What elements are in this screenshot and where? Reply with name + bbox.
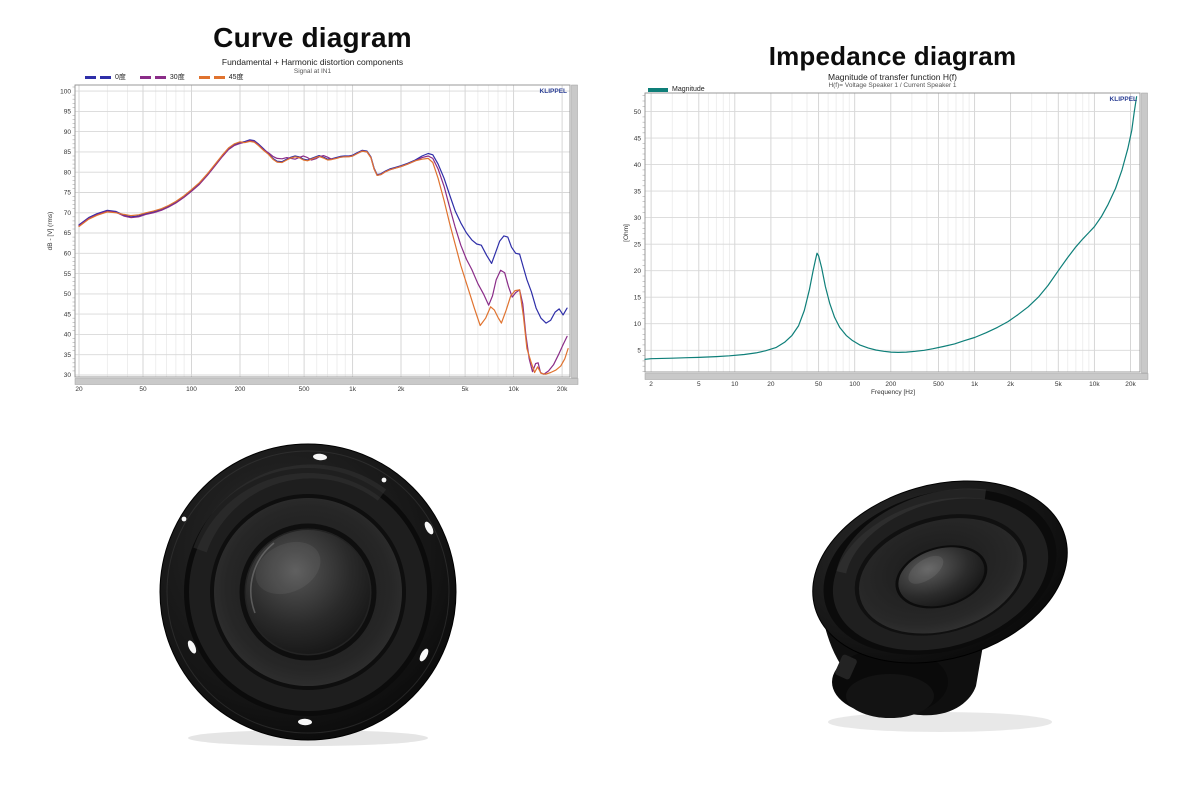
legend-label-30deg: 30度 — [169, 74, 185, 81]
svg-text:80: 80 — [64, 169, 72, 176]
svg-text:500: 500 — [299, 386, 310, 393]
curve-diagram-chart: Fundamental + Harmonic distortion compon… — [40, 55, 585, 407]
photo-shadow — [828, 712, 1052, 732]
svg-text:50: 50 — [139, 386, 147, 393]
legend-label-magnitude: Magnitude — [672, 86, 705, 93]
impedance-chart-formula: H(f)= Voltage Speaker 1 / Current Speake… — [828, 82, 957, 89]
dust-cap — [246, 530, 370, 654]
svg-text:10: 10 — [731, 381, 739, 388]
svg-text:200: 200 — [235, 386, 246, 393]
legend-label-0deg: 0度 — [115, 74, 126, 81]
svg-text:50: 50 — [815, 381, 823, 388]
svg-text:35: 35 — [634, 188, 642, 195]
svg-text:30: 30 — [64, 372, 72, 379]
dashed-line-icon-blue — [85, 75, 111, 79]
curve-diagram-title: Curve diagram — [213, 22, 412, 53]
svg-text:20k: 20k — [557, 386, 568, 393]
screw-holes — [181, 453, 434, 726]
svg-text:30: 30 — [634, 215, 642, 222]
svg-text:10k: 10k — [508, 386, 519, 393]
impedance-chart: Magnitude of transfer function H(f) H(f)… — [620, 55, 1165, 407]
curve-chart-subtitle: Fundamental + Harmonic distortion compon… — [221, 57, 404, 67]
svg-text:40: 40 — [634, 162, 642, 169]
impedance-chart-subtitle: Magnitude of transfer function H(f) — [828, 72, 957, 82]
svg-text:5k: 5k — [462, 386, 470, 393]
legend-item-45deg: 45度 — [198, 72, 244, 82]
svg-text:15: 15 — [634, 294, 642, 301]
svg-text:25: 25 — [634, 241, 642, 248]
svg-text:KLIPPEL: KLIPPEL — [1110, 96, 1137, 103]
svg-text:100: 100 — [849, 381, 860, 388]
svg-text:100: 100 — [186, 386, 197, 393]
legend-label-45deg: 45度 — [228, 74, 244, 81]
legend-item-30deg: 30度 — [139, 72, 185, 82]
legend-item-magnitude: Magnitude — [648, 86, 705, 93]
solid-line-icon-teal — [648, 87, 668, 92]
svg-text:45: 45 — [64, 311, 72, 318]
svg-text:200: 200 — [885, 381, 896, 388]
svg-text:10k: 10k — [1089, 381, 1100, 388]
svg-text:85: 85 — [64, 149, 72, 156]
svg-text:1k: 1k — [971, 381, 979, 388]
svg-text:75: 75 — [64, 190, 72, 197]
impedance-chart-plot: 2 5 10 20 50 100 200 500 1k 2k 5k 10k 20k51015202530… — [623, 92, 1149, 396]
svg-text:35: 35 — [64, 352, 72, 359]
speaker-angled-photo — [812, 480, 1068, 732]
curve-chart-legend: 0度 30度 45度 — [85, 72, 244, 82]
dust-cap — [898, 547, 985, 607]
svg-text:10: 10 — [634, 321, 642, 328]
terminal-block — [835, 654, 857, 680]
svg-text:KLIPPEL: KLIPPEL — [540, 88, 567, 95]
impedance-diagram-title: Impedance diagram — [768, 41, 1017, 71]
svg-text:2: 2 — [649, 381, 653, 388]
svg-text:5k: 5k — [1055, 381, 1063, 388]
svg-text:5: 5 — [697, 381, 701, 388]
speaker-face — [812, 480, 1068, 664]
svg-text:45: 45 — [634, 135, 642, 142]
svg-text:[Ohm]: [Ohm] — [623, 224, 630, 242]
legend-item-0deg: 0度 — [85, 72, 126, 82]
svg-text:20k: 20k — [1125, 381, 1136, 388]
svg-text:5: 5 — [637, 348, 641, 355]
dashed-line-icon-purple — [139, 75, 166, 79]
svg-text:55: 55 — [64, 271, 72, 278]
svg-text:Frequency [Hz]: Frequency [Hz] — [871, 389, 915, 396]
svg-text:1k: 1k — [349, 386, 357, 393]
svg-text:50: 50 — [634, 109, 642, 116]
svg-text:50: 50 — [64, 291, 72, 298]
speaker-front-photo — [159, 443, 457, 746]
svg-text:2k: 2k — [398, 386, 406, 393]
svg-text:20: 20 — [634, 268, 642, 275]
svg-text:60: 60 — [64, 251, 72, 258]
svg-text:500: 500 — [933, 381, 944, 388]
svg-text:20: 20 — [767, 381, 775, 388]
svg-text:65: 65 — [64, 230, 72, 237]
svg-text:dB - [V] (rms): dB - [V] (rms) — [47, 212, 54, 251]
curve-chart-signal-label: Signal at IN1 — [293, 68, 332, 75]
svg-text:40: 40 — [64, 332, 72, 339]
svg-text:100: 100 — [60, 88, 71, 95]
dashed-line-icon-orange — [198, 75, 225, 79]
svg-text:20: 20 — [75, 386, 83, 393]
svg-text:95: 95 — [64, 109, 72, 116]
curve-chart-plot: 20 50 100 200 500 1k 2k 5k 10k 20k 30 35 40 45 50 55 60 6… — [47, 84, 579, 393]
impedance-chart-legend: Magnitude — [648, 86, 705, 93]
svg-text:90: 90 — [64, 129, 72, 136]
svg-text:2k: 2k — [1007, 381, 1015, 388]
svg-text:70: 70 — [64, 210, 72, 217]
